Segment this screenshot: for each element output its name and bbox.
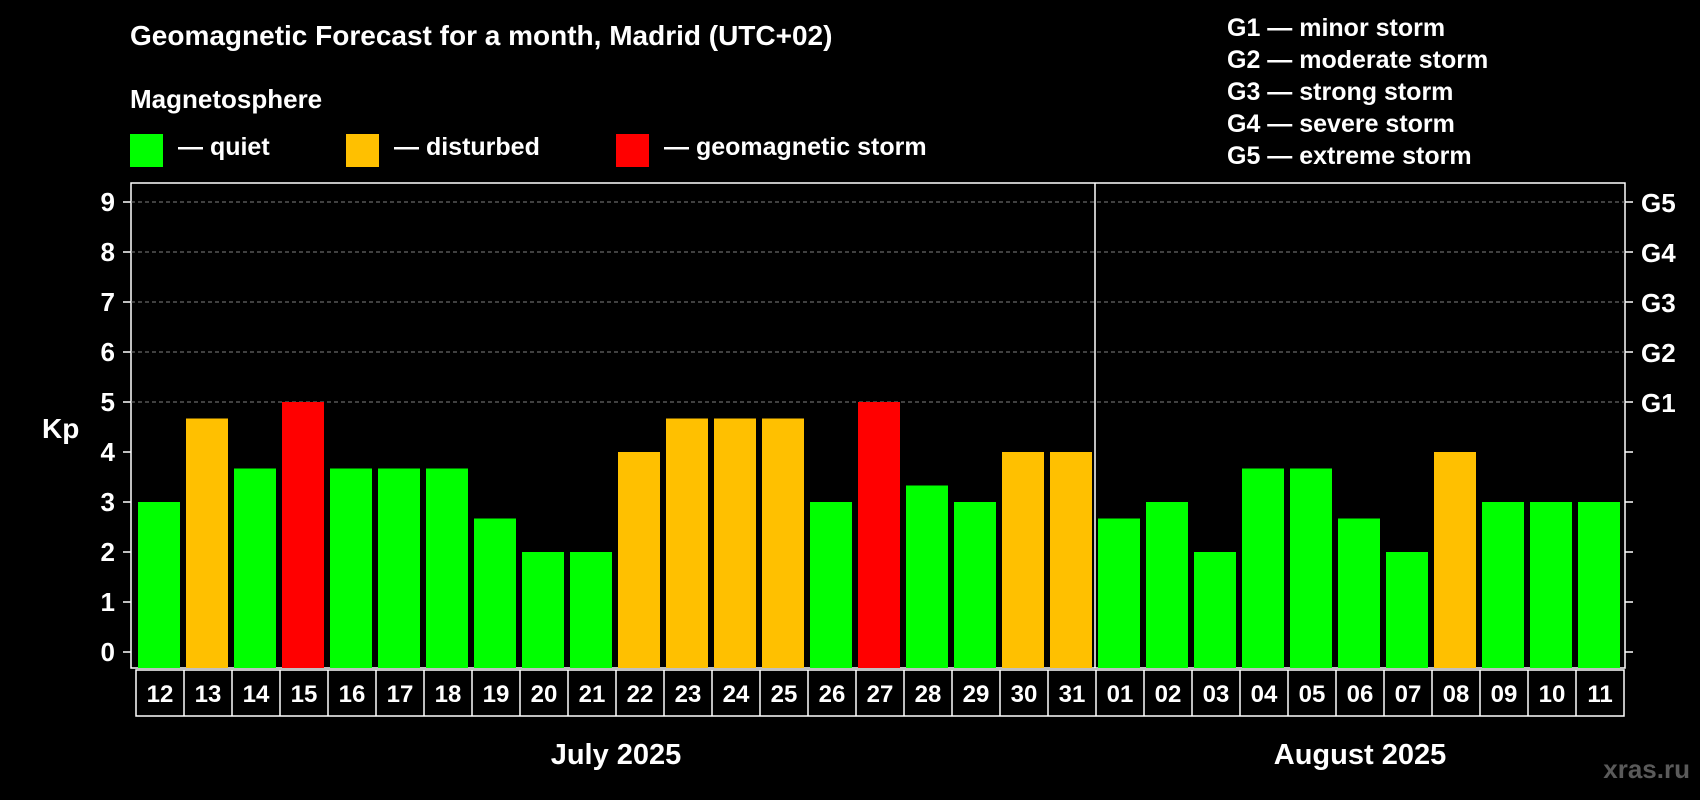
g-scale-g4: G4 — severe storm (1227, 110, 1455, 138)
bar-01 (1098, 518, 1140, 668)
bar-28 (906, 485, 948, 668)
date-label-01: 01 (1107, 681, 1134, 708)
g-scale-g1: G1 — minor storm (1227, 14, 1446, 42)
legend-swatch-storm (616, 134, 649, 167)
legend-label-quiet: — quiet (178, 133, 270, 161)
legend-swatch-quiet (130, 134, 163, 167)
bar-03 (1194, 552, 1236, 668)
y-tick-label: 7 (101, 287, 115, 317)
bar-18 (426, 468, 468, 668)
bar-13 (186, 418, 228, 668)
date-label-16: 16 (339, 681, 366, 708)
bar-31 (1050, 452, 1092, 668)
date-label-21: 21 (579, 681, 606, 708)
right-axis-label-g4: G4 (1641, 238, 1676, 268)
legend-label-disturbed: — disturbed (394, 133, 540, 161)
date-label-24: 24 (723, 681, 750, 708)
y-axis-label: Kp (42, 413, 79, 444)
date-label-26: 26 (819, 681, 846, 708)
date-label-03: 03 (1203, 681, 1230, 708)
bar-06 (1338, 518, 1380, 668)
bar-04 (1242, 468, 1284, 668)
bar-05 (1290, 468, 1332, 668)
y-tick-label: 3 (101, 487, 115, 517)
chart-title: Geomagnetic Forecast for a month, Madrid… (130, 20, 833, 51)
right-axis-label-g5: G5 (1641, 188, 1676, 218)
date-label-09: 09 (1491, 681, 1518, 708)
bar-27 (858, 402, 900, 668)
bar-19 (474, 518, 516, 668)
y-tick-label: 0 (101, 637, 115, 667)
watermark: xras.ru (1603, 754, 1690, 784)
legend-swatch-disturbed (346, 134, 379, 167)
date-label-30: 30 (1011, 681, 1038, 708)
bar-29 (954, 502, 996, 668)
date-label-18: 18 (435, 681, 462, 708)
g-scale-g3: G3 — strong storm (1227, 78, 1454, 106)
date-label-10: 10 (1539, 681, 1566, 708)
date-label-08: 08 (1443, 681, 1470, 708)
date-label-23: 23 (675, 681, 702, 708)
right-axis-label-g2: G2 (1641, 338, 1676, 368)
bar-10 (1530, 502, 1572, 668)
bar-20 (522, 552, 564, 668)
month-label-0: July 2025 (551, 739, 682, 771)
legend-label-storm: — geomagnetic storm (664, 133, 927, 161)
bar-09 (1482, 502, 1524, 668)
y-tick-label: 9 (101, 187, 115, 217)
bar-23 (666, 418, 708, 668)
right-axis-label-g3: G3 (1641, 288, 1676, 318)
bar-16 (330, 468, 372, 668)
date-label-15: 15 (291, 681, 318, 708)
y-tick-label: 2 (101, 537, 115, 567)
bar-07 (1386, 552, 1428, 668)
date-label-17: 17 (387, 681, 414, 708)
date-label-11: 11 (1587, 681, 1612, 708)
date-label-28: 28 (915, 681, 942, 708)
date-label-27: 27 (867, 681, 894, 708)
date-label-12: 12 (147, 681, 174, 708)
bar-11 (1578, 502, 1620, 668)
date-label-19: 19 (483, 681, 510, 708)
date-label-06: 06 (1347, 681, 1374, 708)
bar-02 (1146, 502, 1188, 668)
y-tick-label: 1 (101, 587, 115, 617)
date-label-02: 02 (1155, 681, 1182, 708)
bar-14 (234, 468, 276, 668)
date-label-13: 13 (195, 681, 222, 708)
y-tick-label: 5 (101, 387, 115, 417)
date-label-04: 04 (1251, 681, 1278, 708)
date-label-07: 07 (1395, 681, 1422, 708)
bar-22 (618, 452, 660, 668)
y-tick-label: 6 (101, 337, 115, 367)
bar-24 (714, 418, 756, 668)
y-tick-label: 8 (101, 237, 115, 267)
bar-21 (570, 552, 612, 668)
y-tick-label: 4 (101, 437, 116, 467)
right-axis-label-g1: G1 (1641, 388, 1676, 418)
bar-25 (762, 418, 804, 668)
date-label-31: 31 (1059, 681, 1086, 708)
g-scale-g5: G5 — extreme storm (1227, 142, 1472, 170)
bar-08 (1434, 452, 1476, 668)
month-label-1: August 2025 (1274, 739, 1446, 771)
bar-26 (810, 502, 852, 668)
g-scale-g2: G2 — moderate storm (1227, 46, 1489, 74)
date-label-14: 14 (243, 681, 270, 708)
date-row-frame (135, 669, 1625, 717)
magnetosphere-label: Magnetosphere (130, 84, 323, 114)
date-label-20: 20 (531, 681, 558, 708)
bar-12 (138, 502, 180, 668)
date-label-22: 22 (627, 681, 654, 708)
date-label-29: 29 (963, 681, 990, 708)
bar-30 (1002, 452, 1044, 668)
bar-15 (282, 402, 324, 668)
date-label-05: 05 (1299, 681, 1326, 708)
bar-17 (378, 468, 420, 668)
date-label-25: 25 (771, 681, 798, 708)
